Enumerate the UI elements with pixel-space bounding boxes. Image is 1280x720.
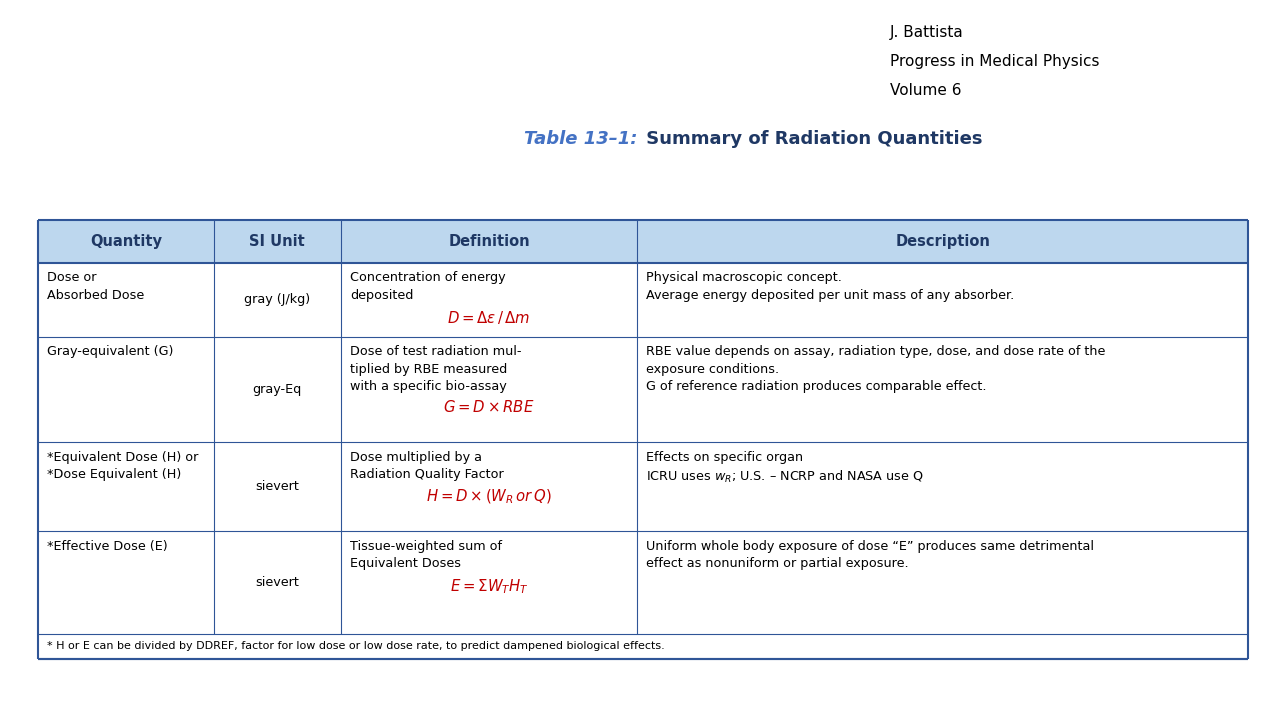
Text: Progress in Medical Physics: Progress in Medical Physics <box>890 54 1100 69</box>
Text: $H = D\times(W_R\, or\, Q)$: $H = D\times(W_R\, or\, Q)$ <box>426 488 552 506</box>
Bar <box>38 220 1248 263</box>
Text: *Equivalent Dose (H) or
*Dose Equivalent (H): *Equivalent Dose (H) or *Dose Equivalent… <box>47 451 198 481</box>
Text: Definition: Definition <box>448 233 530 248</box>
Text: * H or E can be divided by DDREF, factor for low dose or low dose rate, to predi: * H or E can be divided by DDREF, factor… <box>47 642 666 652</box>
Bar <box>38 220 1248 659</box>
Text: sievert: sievert <box>255 480 300 493</box>
Text: $D = \Delta\varepsilon\, /\, \Delta m$: $D = \Delta\varepsilon\, /\, \Delta m$ <box>447 309 531 325</box>
Text: Summary of Radiation Quantities: Summary of Radiation Quantities <box>640 130 983 148</box>
Text: Volume 6: Volume 6 <box>890 83 961 98</box>
Text: Uniform whole body exposure of dose “E” produces same detrimental
effect as nonu: Uniform whole body exposure of dose “E” … <box>646 539 1094 570</box>
Text: $G = D \times RBE$: $G = D \times RBE$ <box>443 399 535 415</box>
Text: Gray-equivalent (G): Gray-equivalent (G) <box>47 346 174 359</box>
Text: Description: Description <box>895 233 989 248</box>
Text: *Effective Dose (E): *Effective Dose (E) <box>47 539 168 553</box>
Text: gray-Eq: gray-Eq <box>252 383 302 396</box>
Text: J. Battista: J. Battista <box>890 25 964 40</box>
Text: RBE value depends on assay, radiation type, dose, and dose rate of the
exposure : RBE value depends on assay, radiation ty… <box>646 346 1106 393</box>
Text: sievert: sievert <box>255 576 300 589</box>
Text: Table 13–1:: Table 13–1: <box>524 130 637 148</box>
Text: SI Unit: SI Unit <box>250 233 305 248</box>
Text: Concentration of energy
deposited: Concentration of energy deposited <box>349 271 506 302</box>
Text: Quantity: Quantity <box>90 233 163 248</box>
Text: Dose or
Absorbed Dose: Dose or Absorbed Dose <box>47 271 145 302</box>
Text: gray (J/kg): gray (J/kg) <box>244 293 310 306</box>
Text: Physical macroscopic concept.
Average energy deposited per unit mass of any abso: Physical macroscopic concept. Average en… <box>646 271 1014 302</box>
Text: Dose of test radiation mul-
tiplied by RBE measured
with a specific bio-assay: Dose of test radiation mul- tiplied by R… <box>349 346 521 393</box>
Text: Dose multiplied by a
Radiation Quality Factor: Dose multiplied by a Radiation Quality F… <box>349 451 503 481</box>
Text: $E = \Sigma W_T H_T$: $E = \Sigma W_T H_T$ <box>449 577 529 595</box>
Text: Tissue-weighted sum of
Equivalent Doses: Tissue-weighted sum of Equivalent Doses <box>349 539 502 570</box>
Text: Effects on specific organ
ICRU uses $w_R$; U.S. – NCRP and NASA use Q: Effects on specific organ ICRU uses $w_R… <box>646 451 924 485</box>
